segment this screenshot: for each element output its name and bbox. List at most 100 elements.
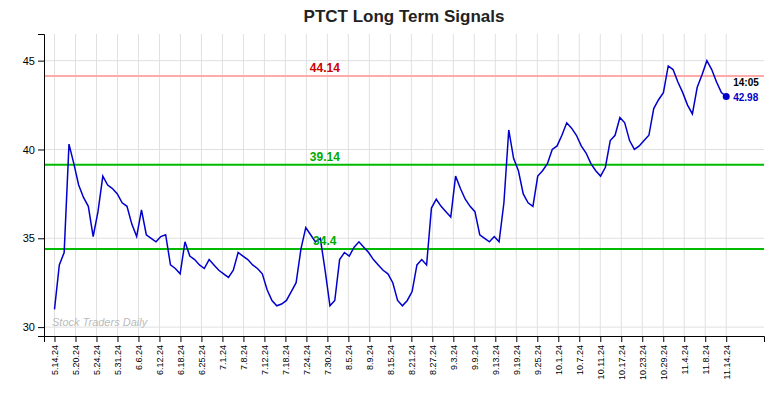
x-tick-label: 7.8.24 bbox=[239, 345, 249, 370]
x-tick: 5.20.24 bbox=[71, 336, 81, 375]
plot-area: Stock Traders Daily 44.14 39.14 34.4 14:05 42… bbox=[23, 34, 765, 380]
x-tick-label: 10.17.24 bbox=[617, 345, 627, 380]
grid-line bbox=[201, 34, 202, 336]
x-tick: 6.12.24 bbox=[155, 336, 165, 375]
x-tick: 8.9.24 bbox=[365, 336, 375, 370]
x-tick-mark bbox=[390, 336, 391, 342]
y-tick-label: 30 bbox=[23, 321, 35, 333]
x-tick-mark bbox=[159, 336, 160, 342]
x-tick-mark bbox=[663, 336, 664, 342]
x-tick: 10.1.24 bbox=[554, 336, 564, 375]
x-tick: 6.25.24 bbox=[197, 336, 207, 375]
x-tick-label: 10.7.24 bbox=[575, 345, 585, 375]
x-tick-label: 11.4.24 bbox=[680, 345, 690, 374]
x-tick-label: 10.29.24 bbox=[659, 345, 669, 380]
x-tick: 7.24.24 bbox=[302, 336, 312, 375]
grid-line bbox=[180, 34, 181, 336]
grid-line bbox=[516, 34, 517, 336]
x-tick-mark bbox=[705, 336, 706, 342]
grid-line bbox=[159, 34, 160, 336]
grid-line bbox=[348, 34, 349, 336]
x-tick-mark bbox=[306, 336, 307, 342]
reference-label: 44.14 bbox=[310, 61, 340, 75]
title: PTCT Long Term Signals bbox=[304, 7, 505, 26]
x-tick-label: 9.9.24 bbox=[470, 345, 480, 370]
x-tick-mark bbox=[537, 336, 538, 342]
x-tick-mark bbox=[726, 336, 727, 342]
x-tick-mark bbox=[327, 336, 328, 342]
x-tick-mark bbox=[411, 336, 412, 342]
x-tick-label: 9.3.24 bbox=[449, 345, 459, 370]
reference-line bbox=[44, 75, 764, 77]
grid-line bbox=[44, 327, 764, 328]
x-tick-label: 8.15.24 bbox=[386, 345, 396, 375]
y-tick: 35 bbox=[23, 232, 44, 244]
grid-line bbox=[222, 34, 223, 336]
x-tick: 7.1.24 bbox=[218, 336, 228, 370]
x-tick-label: 5.14.24 bbox=[50, 345, 60, 375]
x-tick-mark bbox=[222, 336, 223, 342]
x-tick-mark bbox=[180, 336, 181, 342]
grid-line bbox=[705, 34, 706, 336]
grid-line bbox=[117, 34, 118, 336]
x-tick-mark bbox=[201, 336, 202, 342]
y-axis: 30 35 40 45 bbox=[23, 35, 45, 337]
x-tick-label: 5.24.24 bbox=[92, 345, 102, 375]
x-tick-label: 8.9.24 bbox=[365, 345, 375, 370]
x-tick: 11.4.24 bbox=[680, 336, 690, 374]
y-tick: 40 bbox=[23, 143, 44, 155]
grid-line bbox=[243, 34, 244, 336]
x-tick-mark bbox=[621, 336, 622, 342]
x-tick-label: 5.31.24 bbox=[113, 345, 123, 375]
grid-line bbox=[558, 34, 559, 336]
x-tick: 11.8.24 bbox=[701, 336, 711, 374]
x-tick-mark bbox=[264, 336, 265, 342]
last-time: 14:05 bbox=[733, 77, 759, 88]
x-tick: 8.21.24 bbox=[407, 336, 417, 375]
y-tick: 30 bbox=[23, 321, 44, 333]
grid-line bbox=[726, 34, 727, 336]
x-tick-mark bbox=[285, 336, 286, 342]
reference-line bbox=[44, 248, 764, 250]
x-axis: 5.14.24 5.20.24 5.24.24 5.31.24 6.6.24 6.12.2… bbox=[45, 336, 765, 380]
x-tick-label: 7.1.24 bbox=[218, 345, 228, 370]
x-tick-label: 9.19.24 bbox=[512, 345, 522, 375]
y-tick: 45 bbox=[23, 55, 44, 67]
price-line bbox=[54, 61, 726, 310]
grid-line bbox=[621, 34, 622, 336]
x-tick-mark bbox=[516, 336, 517, 342]
x-tick: 8.27.24 bbox=[428, 336, 438, 375]
grid-line bbox=[96, 34, 97, 336]
x-tick: 10.11.24 bbox=[596, 336, 606, 379]
x-tick-label: 6.25.24 bbox=[197, 345, 207, 375]
x-tick-label: 6.12.24 bbox=[155, 345, 165, 375]
x-tick-label: 8.27.24 bbox=[428, 345, 438, 375]
x-tick-label: 7.18.24 bbox=[281, 345, 291, 375]
x-tick-label: 7.12.24 bbox=[260, 345, 270, 375]
grid-line bbox=[75, 34, 76, 336]
y-tick-label: 35 bbox=[23, 232, 35, 244]
last-price: 42.98 bbox=[733, 92, 758, 103]
grid-line bbox=[579, 34, 580, 336]
grid-line bbox=[138, 34, 139, 336]
grid-line bbox=[390, 34, 391, 336]
x-tick: 10.23.24 bbox=[638, 336, 648, 380]
x-tick-mark bbox=[453, 336, 454, 342]
grid-line bbox=[684, 34, 685, 336]
grid-line bbox=[285, 34, 286, 336]
grid-line bbox=[600, 34, 601, 336]
chart: Stock Traders Daily 44.14 39.14 34.4 14:05 42… bbox=[0, 0, 784, 398]
grid-line bbox=[369, 34, 370, 336]
y-tick-label: 40 bbox=[23, 143, 35, 155]
y-axis-line bbox=[38, 35, 45, 337]
reference-label: 34.4 bbox=[313, 234, 337, 248]
y-tick-label: 45 bbox=[23, 55, 35, 67]
reference-label: 39.14 bbox=[310, 150, 340, 164]
x-tick-mark bbox=[117, 336, 118, 342]
x-axis-line bbox=[45, 337, 765, 343]
x-tick-label: 11.8.24 bbox=[701, 345, 711, 374]
watermark: Stock Traders Daily bbox=[52, 316, 149, 328]
x-tick: 9.9.24 bbox=[470, 336, 480, 370]
x-tick-label: 6.6.24 bbox=[134, 345, 144, 370]
x-tick: 11.14.24 bbox=[722, 336, 732, 379]
